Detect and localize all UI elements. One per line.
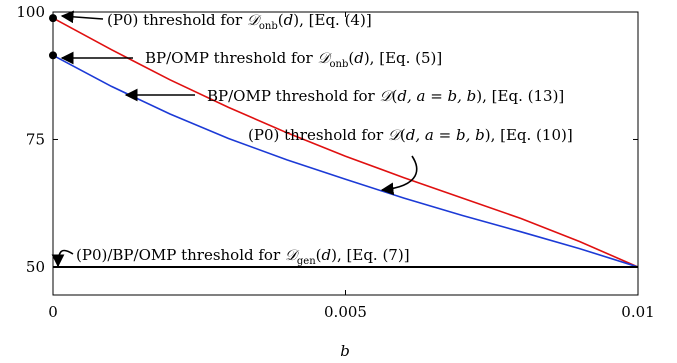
axis-ticks: 0 0.005 0.01 50 75 100 — [16, 3, 654, 321]
series-layer — [52, 17, 639, 268]
threshold-point-1 — [49, 14, 57, 23]
annotation-labels: (P0) threshold for 𝒟onb(d), [Eq. (4)] BP… — [76, 11, 573, 267]
marker-layer — [49, 14, 57, 60]
x-tick-label: 0.01 — [621, 303, 654, 321]
y-tick-label: 100 — [16, 3, 45, 21]
annotation-arrow-p0-d — [380, 155, 418, 196]
x-tick-label: 0.005 — [324, 303, 367, 321]
y-tick-label: 75 — [26, 130, 45, 148]
series-line-2 — [52, 54, 639, 268]
annotation-arrow-gen — [51, 249, 74, 268]
series-line-1 — [52, 17, 639, 268]
x-axis-title: b — [340, 342, 350, 360]
threshold-point-2 — [49, 51, 57, 60]
annotation-p0-onb: (P0) threshold for 𝒟onb(d), [Eq. (4)] — [107, 11, 372, 32]
annotation-bp-d: BP/OMP threshold for 𝒟(d, a = b, b), [Eq… — [207, 87, 564, 105]
annotation-arrow-p0-onb — [60, 10, 104, 24]
annotation-p0-d: (P0) threshold for 𝒟(d, a = b, b), [Eq. … — [248, 126, 573, 144]
x-tick-label: 0 — [48, 303, 58, 321]
annotation-bp-onb: BP/OMP threshold for 𝒟onb(d), [Eq. (5)] — [145, 49, 442, 70]
annotation-arrows — [51, 10, 418, 268]
y-tick-label: 50 — [26, 258, 45, 276]
annotation-gen: (P0)/BP/OMP threshold for 𝒟gen(d), [Eq. … — [76, 246, 410, 267]
